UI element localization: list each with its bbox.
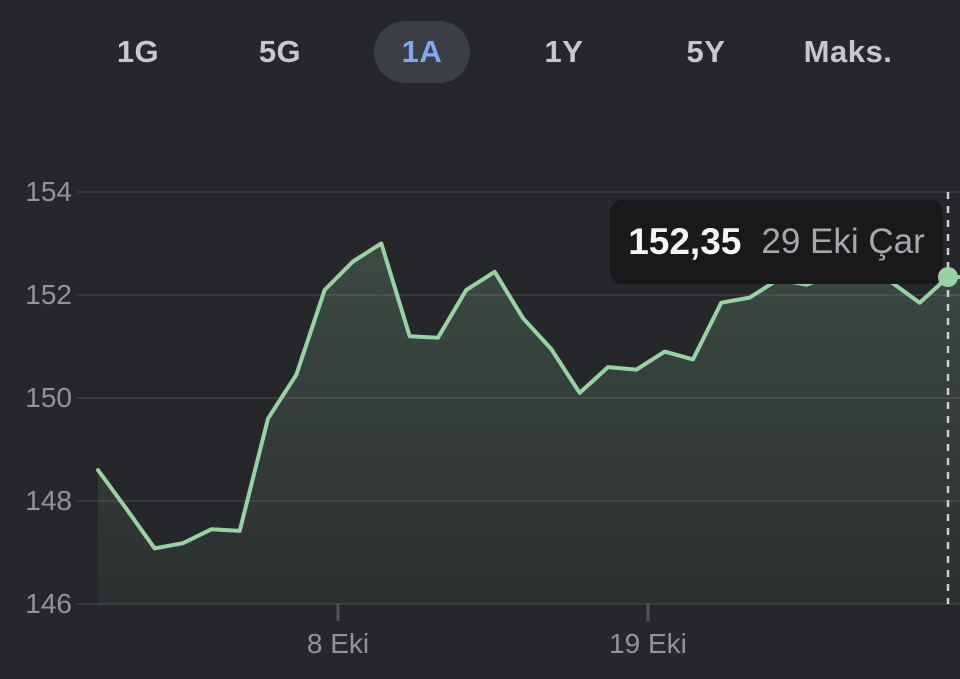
cursor-dot bbox=[938, 266, 958, 287]
tab-5g[interactable]: 5G bbox=[209, 21, 351, 83]
tab-1y[interactable]: 1Y bbox=[493, 21, 635, 83]
tab-1g[interactable]: 1G bbox=[67, 21, 209, 83]
x-axis-label-1: 8 Eki bbox=[306, 628, 370, 659]
y-axis-label-146: 146 bbox=[25, 588, 72, 619]
y-axis-label-154: 154 bbox=[25, 176, 72, 207]
tooltip-price: 152,35 bbox=[628, 221, 742, 262]
tab-5y[interactable]: 5Y bbox=[635, 21, 777, 83]
tab-label-5g: 5G bbox=[258, 34, 302, 69]
tab-1a[interactable]: 1A bbox=[351, 21, 493, 83]
y-axis-label-150: 150 bbox=[25, 382, 72, 413]
tab-maks[interactable]: Maks. bbox=[777, 21, 919, 83]
y-axis-label-148: 148 bbox=[25, 485, 72, 516]
tooltip-date: 29 Eki Çar bbox=[761, 222, 925, 261]
tab-label-1y: 1Y bbox=[544, 34, 584, 69]
x-axis-label-2: 19 Eki bbox=[609, 628, 687, 659]
cursor-tooltip: 152,35 29 Eki Çar bbox=[610, 200, 943, 284]
chart-area-fill bbox=[98, 243, 960, 604]
tab-label-5y: 5Y bbox=[686, 34, 726, 69]
time-range-tabs: 1G 5G 1A 1Y 5Y Maks. bbox=[67, 21, 919, 83]
tab-label-maks: Maks. bbox=[803, 34, 893, 69]
y-axis-label-152: 152 bbox=[25, 279, 72, 310]
tab-label-1a: 1A bbox=[374, 21, 470, 83]
tab-label-1g: 1G bbox=[116, 34, 160, 69]
